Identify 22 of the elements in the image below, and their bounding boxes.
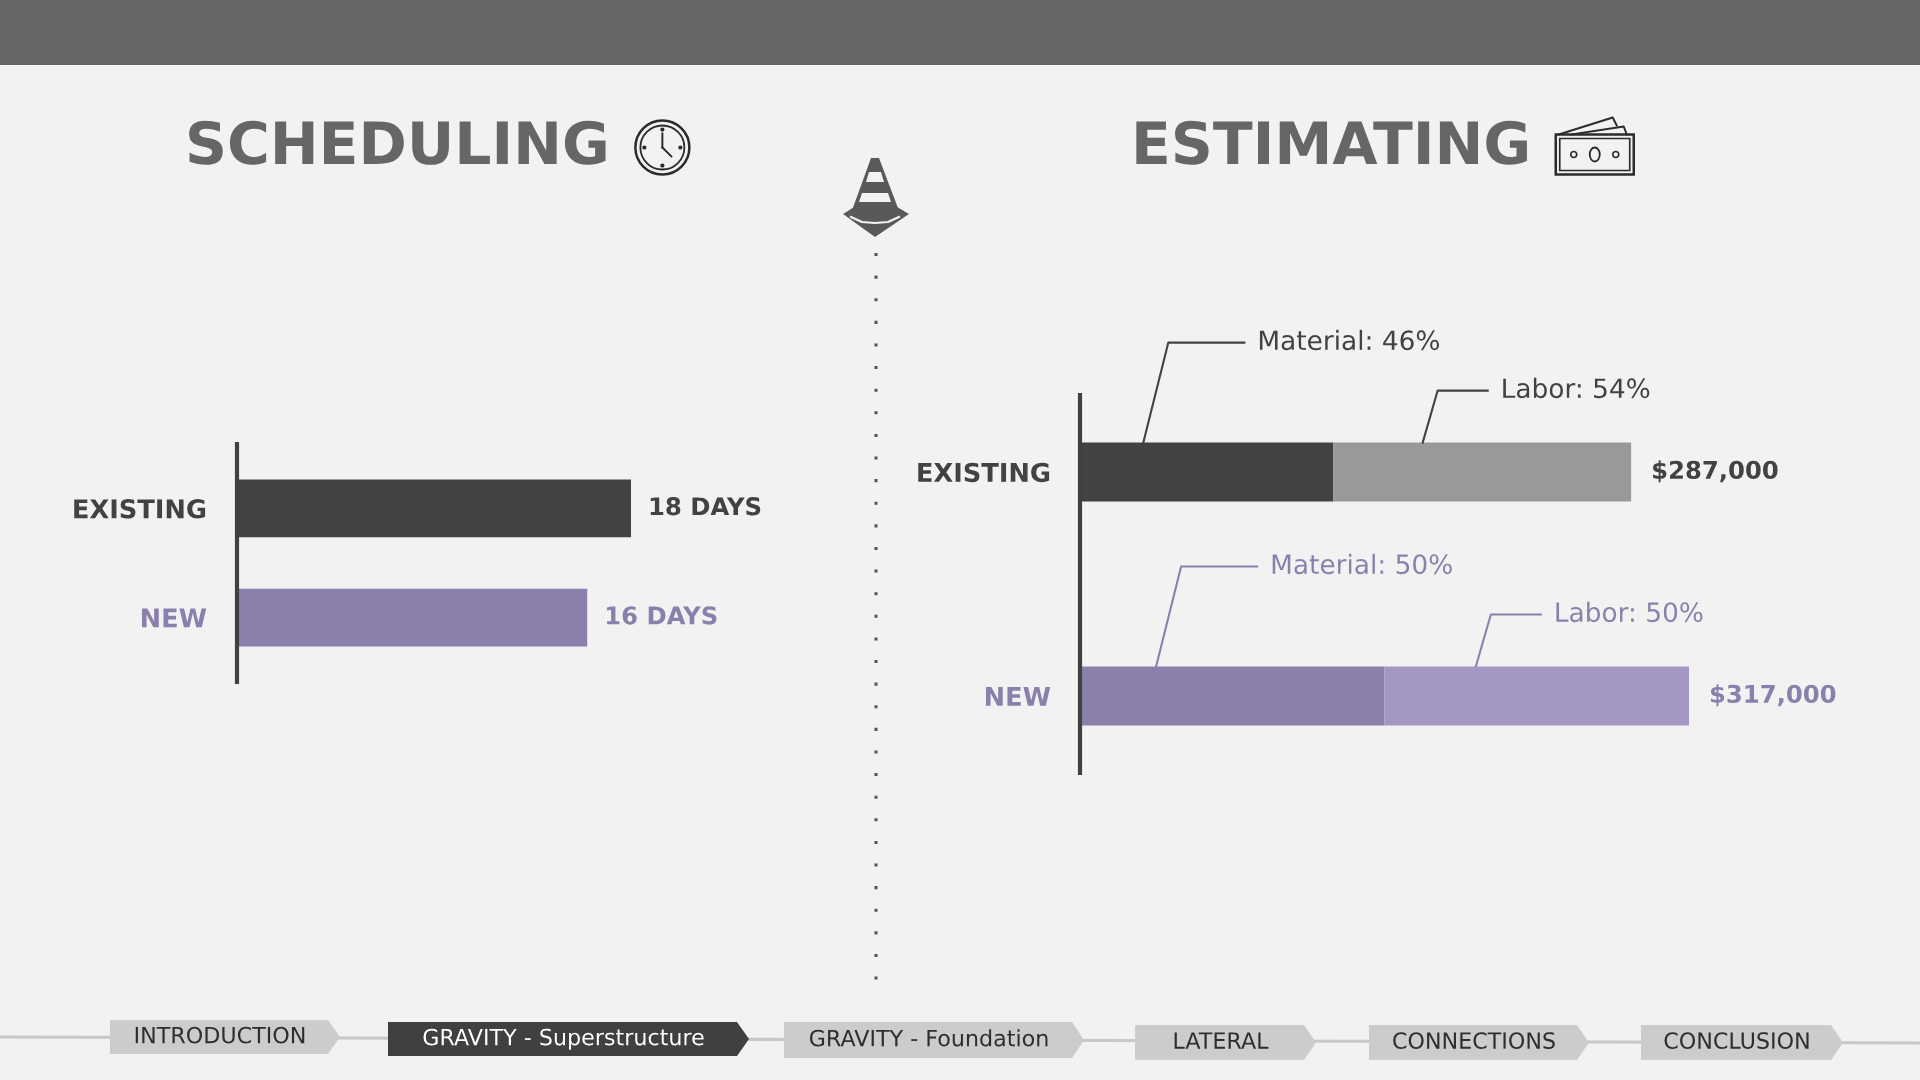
annotation: $287,000 <box>1653 460 1778 483</box>
y-tick-label: NEW <box>141 608 207 628</box>
text: GRAVITY - Foundation <box>809 1029 1048 1047</box>
bar <box>1384 666 1689 726</box>
annotation: Labor: 50% <box>1556 601 1703 623</box>
text: INTRODUCTION <box>135 1026 305 1044</box>
text: Material: 46% <box>1259 329 1440 351</box>
chart-title: ESTIMATING <box>1136 120 1527 165</box>
y-tick-label: NEW <box>985 687 1051 706</box>
y-tick-label: EXISTING <box>74 499 206 519</box>
text: CONNECTIONS <box>1393 1032 1555 1049</box>
text: CONCLUSION <box>1664 1032 1809 1049</box>
data-label: 18 DAYS <box>650 497 761 516</box>
text: $317,000 <box>1710 684 1836 707</box>
chart-title: SCHEDULING <box>189 120 606 165</box>
data-label: 16 DAYS <box>606 606 717 625</box>
text: GRAVITY - Superstructure <box>423 1028 704 1050</box>
text: LATERAL <box>1174 1032 1269 1049</box>
y-tick-label: EXISTING <box>918 462 1050 483</box>
annotation: Material: 50% <box>1272 553 1452 575</box>
bar <box>1333 442 1632 502</box>
annotation: Labor: 54% <box>1503 377 1650 399</box>
